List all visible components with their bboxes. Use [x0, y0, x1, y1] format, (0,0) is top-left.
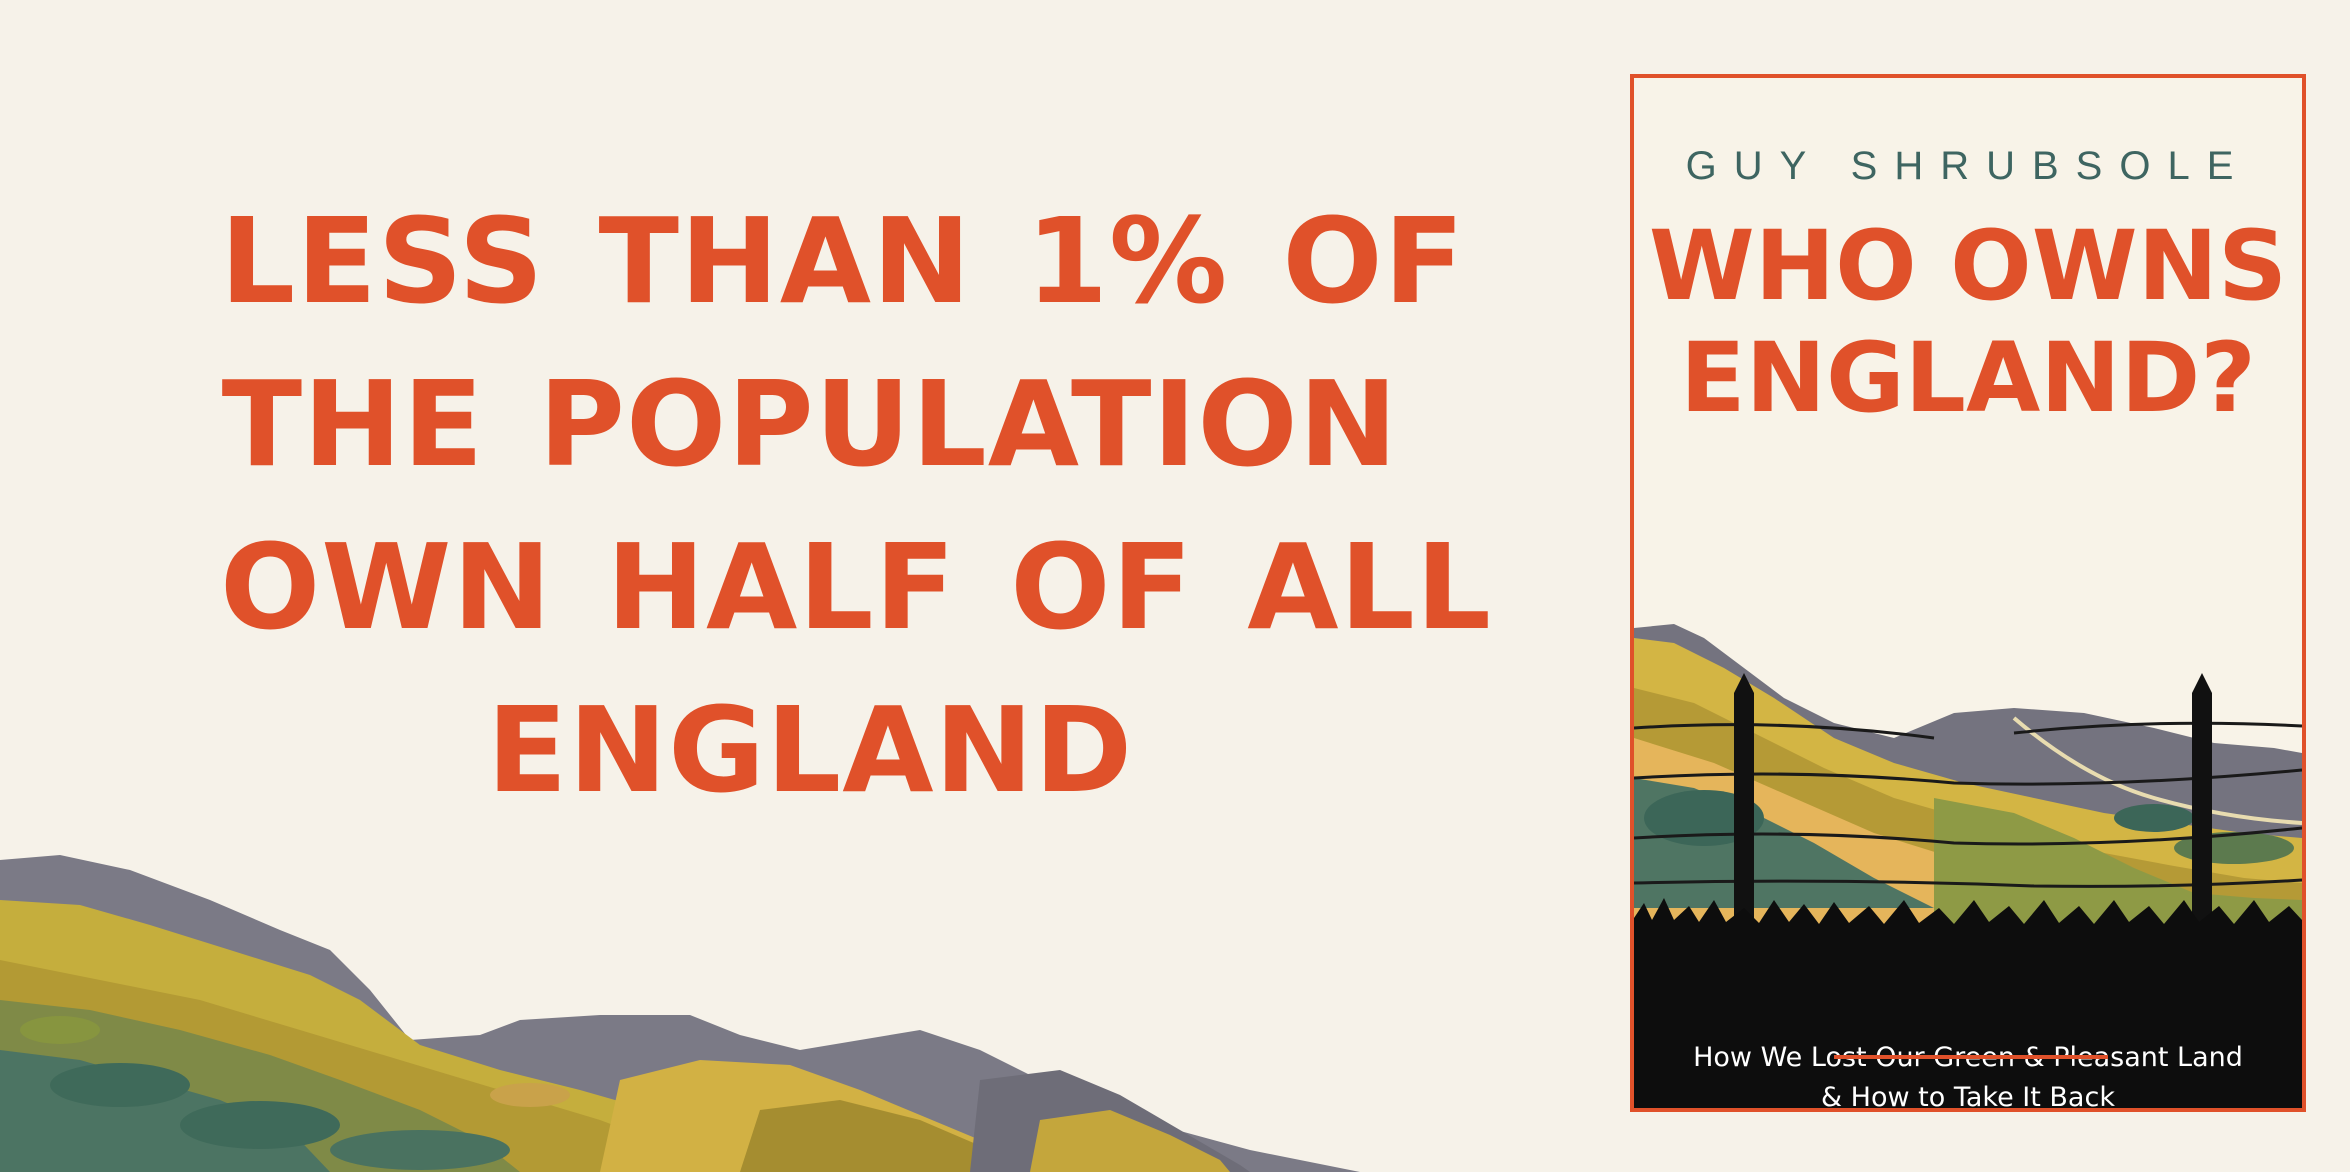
subtitle-underline — [1834, 1055, 2108, 1059]
book-title-line-2: ENGLAND? — [1680, 322, 2256, 434]
headline: LESS THAN 1% OF THE POPULATION OWN HALF … — [220, 180, 1492, 832]
book-subtitle-band: How We Lost Our Green & Pleasant Land & … — [1634, 968, 2302, 1112]
headline-line-2: THE POPULATION — [221, 355, 1399, 493]
book-title: WHO OWNS ENGLAND? — [1634, 210, 2302, 434]
headline-line-3: OWN HALF OF ALL — [220, 518, 1492, 656]
headline-line-1: LESS THAN 1% OF — [220, 192, 1466, 330]
book-subtitle-line-2: & How to Take It Back — [1821, 1082, 2115, 1112]
book-title-line-1: WHO OWNS — [1648, 210, 2288, 322]
headline-line-4: ENGLAND — [486, 681, 1134, 819]
book-author: GUY SHRUBSOLE — [1685, 144, 2251, 188]
fence-landscape-illustration — [1634, 624, 2302, 988]
book-cover: GUY SHRUBSOLE WHO OWNS ENGLAND? — [1630, 74, 2306, 1112]
